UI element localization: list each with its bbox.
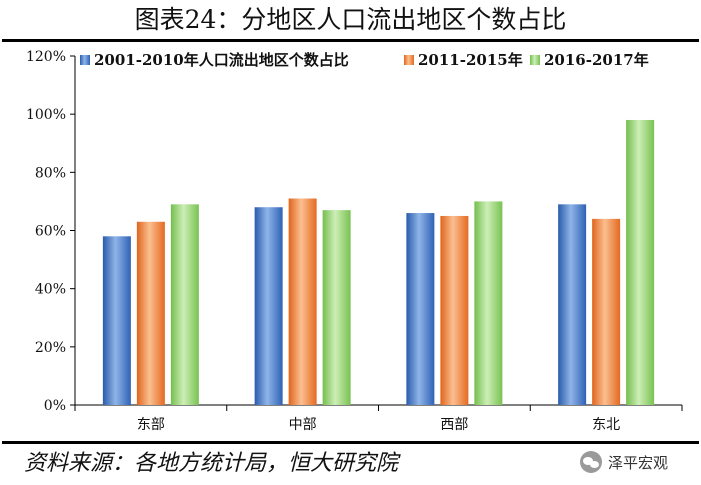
x-tick-label: 西部 — [440, 417, 468, 433]
bar-series-0-3 — [558, 204, 587, 405]
y-tick-label: 80% — [35, 165, 66, 181]
y-tick-label: 100% — [26, 107, 66, 123]
legend-swatch-1 — [404, 55, 414, 65]
bar-chart: 0% 20% 40% 60% 80% 100% 120% 东部 中部 西部 东北 2001-201… — [26, 49, 683, 433]
bar-series-1-0 — [136, 221, 165, 405]
bar-series-0-2 — [406, 213, 435, 405]
x-axis: 东部 中部 西部 东北 — [74, 404, 683, 433]
bottom-rule — [2, 441, 699, 444]
legend-label-0: 2001-2010年人口流出地区个数占比 — [94, 51, 349, 69]
y-tick-label: 0% — [44, 398, 66, 414]
x-tick-label: 东北 — [592, 417, 620, 433]
y-tick-label: 40% — [35, 282, 66, 298]
y-tick-label: 20% — [35, 340, 66, 356]
legend-label-1: 2011-2015年 — [418, 51, 523, 69]
bar-series-2-1 — [322, 210, 351, 405]
bar-series-0-0 — [102, 236, 131, 405]
y-tick-label: 120% — [26, 49, 66, 65]
legend-label-2: 2016-2017年 — [544, 51, 649, 69]
top-rule — [2, 39, 699, 42]
watermark: 泽平宏观 — [580, 446, 668, 478]
y-axis: 0% 20% 40% 60% 80% 100% 120% — [26, 49, 76, 414]
y-tick-label: 60% — [35, 224, 66, 240]
bar-series-1-2 — [440, 215, 469, 405]
legend-swatch-0 — [80, 55, 90, 65]
x-tick-label: 中部 — [289, 417, 317, 433]
bar-series-0-1 — [254, 207, 283, 405]
legend-swatch-2 — [530, 55, 540, 65]
bar-series-2-2 — [474, 201, 503, 405]
bar-series-1-1 — [288, 198, 317, 405]
legend: 2001-2010年人口流出地区个数占比 2011-2015年 2016-2017年 — [80, 51, 649, 69]
watermark-label: 泽平宏观 — [608, 453, 669, 472]
x-tick-label: 东部 — [137, 417, 165, 433]
wechat-icon — [580, 451, 602, 473]
chart-title: 图表24：分地区人口流出地区个数占比 — [134, 5, 567, 34]
bar-series-2-0 — [170, 204, 199, 405]
bar-series-2-3 — [626, 119, 655, 405]
bar-series-1-3 — [592, 218, 621, 405]
bars — [102, 119, 655, 405]
source-note: 资料来源：各地方统计局，恒大研究院 — [24, 451, 399, 476]
